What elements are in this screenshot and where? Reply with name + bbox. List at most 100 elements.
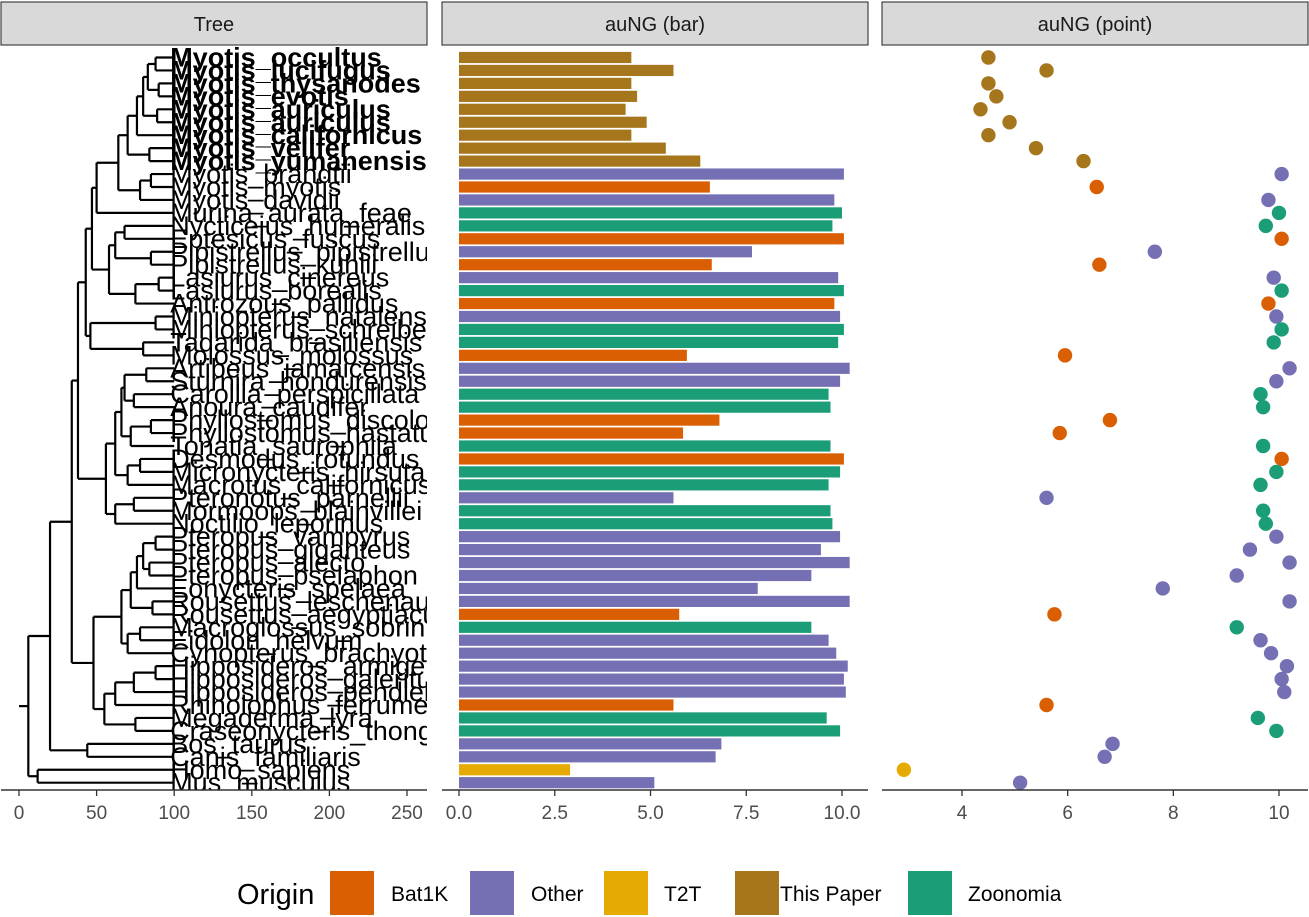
leaf-label: Lasiurus_borealis (170, 276, 382, 306)
bar (459, 323, 844, 336)
leaf-label: Myotis_davidii (170, 185, 340, 215)
leaf-label: Nycticeius_humeralis (170, 211, 425, 241)
bar (459, 310, 841, 323)
bar (459, 725, 841, 737)
leaf-label: Molossus_molossus (170, 340, 413, 370)
point (1105, 736, 1120, 752)
bar (459, 505, 831, 517)
point (1229, 568, 1244, 583)
bar (459, 349, 687, 361)
leaf-label: Carollia_perspicillata (170, 379, 420, 409)
leaf-labels: Myotis_occultusMyotis_lucifugusMyotis_th… (170, 43, 518, 790)
point (1279, 658, 1295, 674)
bar (459, 77, 632, 89)
bar-tick-label: 10.0 (824, 803, 861, 824)
bar (459, 751, 716, 763)
leaf-label: Pteropus_alecto (170, 548, 365, 578)
point (1269, 464, 1284, 480)
point (981, 76, 996, 91)
point-tick-label: 10 (1268, 803, 1289, 824)
bar (459, 194, 835, 206)
bar (459, 569, 812, 582)
point (1263, 646, 1279, 661)
tree-tick-label: 250 (391, 803, 423, 824)
leaf-label: Macrotus_californicus (170, 470, 431, 500)
leaf-label: Megaderma_lyra (170, 703, 374, 733)
point-panel (896, 50, 1297, 790)
bar (459, 531, 841, 543)
bar (459, 738, 722, 750)
point (1266, 270, 1281, 285)
point (1039, 697, 1054, 713)
point (1155, 581, 1170, 596)
point (1274, 283, 1289, 298)
leaf-label: Myotis_auriculus (170, 94, 391, 124)
point (1261, 296, 1276, 311)
leaf-label: Bos_taurus (170, 729, 307, 759)
leaf-label: Myotis_brandtii (170, 159, 352, 189)
point (1274, 231, 1289, 246)
bar (459, 129, 632, 141)
leaf-label: Hipposideros_galeritus (170, 664, 445, 694)
point (1274, 322, 1289, 337)
leaf-label: Myotis_californicus (170, 120, 422, 150)
bar (459, 777, 655, 789)
leaf-label: Homo_sapiens (170, 755, 350, 785)
leaf-label: Phyllostomus_hastatus (170, 418, 448, 448)
bar (459, 518, 833, 530)
bar (459, 336, 839, 348)
bar (459, 401, 831, 413)
point (981, 128, 996, 143)
point (1047, 607, 1062, 622)
bar (459, 595, 850, 607)
bar (459, 142, 666, 154)
leaf-label: Rousettus_leschenaultii (170, 586, 455, 616)
axes: 0 50 100 150 200 250 0.0 2.5 5.0 7.5 10.0 4 6 8 10 (1, 789, 1308, 824)
point (1255, 399, 1271, 415)
bar (459, 297, 835, 310)
point (1052, 425, 1067, 441)
legend-swatch (470, 871, 514, 915)
leaf-label: Artibeus_jamaicensis (170, 353, 425, 383)
bar (459, 90, 638, 102)
bar (459, 647, 837, 659)
point (1282, 555, 1297, 570)
leaf-label: Phyllostomus_discolor (170, 405, 439, 435)
leaf-label: Tonatia_saurophila (170, 431, 398, 461)
bar (459, 453, 844, 465)
point (1258, 218, 1273, 234)
bar-tick-label: 0.0 (446, 803, 472, 824)
leaf-label: Myotis_myotis (170, 172, 341, 202)
legend-swatch (735, 871, 779, 915)
point-tick-label: 6 (1062, 803, 1073, 824)
bar (459, 634, 829, 646)
bar (459, 220, 833, 232)
strip-tree: Tree (0, 1, 428, 46)
leaf-label: Antrozous_pallidus (170, 289, 398, 319)
leaf-label: Micronycteris_hirsuta (170, 457, 426, 487)
point (1089, 179, 1104, 195)
tree-tick-label: 200 (314, 803, 346, 824)
strip-bar: auNG (bar) (441, 1, 869, 46)
point (1269, 374, 1284, 389)
point (1229, 620, 1244, 635)
leaf-label: Pipistrellus_kuhlii (170, 250, 377, 280)
leaf-label: Miniopterus_schreibersii (170, 314, 461, 344)
leaf-label: Eptesicus_fuscus (170, 224, 380, 254)
strip-title-point: auNG (point) (1038, 14, 1153, 36)
bar-tick-label: 5.0 (637, 803, 663, 824)
legend-label: Bat1K (391, 883, 448, 906)
point (1282, 361, 1297, 376)
leaf-label: Craseonycteris_thonglongyai (170, 716, 518, 746)
bar (459, 440, 831, 452)
legend: Origin Bat1K Other T2T This Paper Zoonomia (237, 871, 1062, 915)
point (1282, 594, 1297, 609)
point (1266, 335, 1281, 350)
leaf-label: Myotis_lucifugus (170, 55, 391, 85)
tree-tick-label: 150 (236, 803, 268, 824)
bar (459, 375, 841, 387)
point (1028, 140, 1044, 156)
leaf-label: Myotis_occultus (170, 43, 382, 73)
point (1012, 775, 1028, 790)
